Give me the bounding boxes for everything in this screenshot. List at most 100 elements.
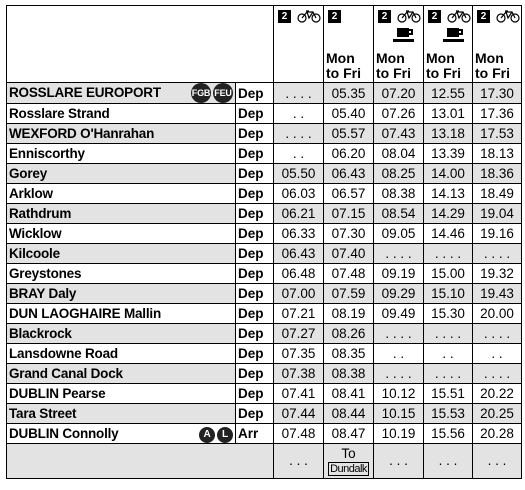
time-cell: 07.26: [373, 103, 424, 125]
dep-arr-cell: Dep: [235, 143, 274, 165]
time-cell: 06.48: [273, 263, 324, 285]
dep-arr-cell: Dep: [235, 383, 274, 405]
station-name-cell: ROSSLARE EUROPORT FGB FEU: [6, 81, 236, 105]
train-header: 2 Mon to Fri: [472, 5, 522, 83]
time-cell: 10.12: [373, 383, 424, 405]
dep-arr-cell: Dep: [235, 203, 274, 225]
station-name-cell: Gorey: [6, 163, 236, 185]
days-line-1: Mon: [475, 50, 504, 66]
station-name: Greystones: [9, 266, 82, 282]
time-cell: 07.20: [373, 81, 424, 105]
time-cell: 06.21: [273, 203, 324, 225]
footer-note-line-1: . . .: [438, 453, 458, 469]
time-cell: 07.59: [323, 283, 374, 305]
station-row: Greystones Dep 06.48 07.48 09.19 15.00 19.32: [6, 263, 522, 285]
station-name: Gorey: [9, 166, 48, 182]
time-cell: 07.15: [323, 203, 374, 225]
footer-note-line-1: . . .: [487, 453, 507, 469]
time-cell: 10.19: [373, 423, 424, 445]
time-cell: 13.39: [423, 143, 473, 165]
station-name-cell: Grand Canal Dock: [6, 363, 236, 385]
station-name: Tara Street: [9, 406, 77, 422]
time-cell: 09.49: [373, 303, 424, 325]
time-cell: . .: [373, 343, 424, 365]
time-cell: 18.49: [472, 183, 522, 205]
station-name-cell: Tara Street: [6, 403, 236, 425]
station-row: Enniscorthy Dep. . 06.20 08.04 13.39 18.13: [6, 143, 522, 165]
days-line-1: Mon: [376, 50, 405, 66]
train-header: 2: [273, 5, 324, 83]
station-name-cell: Greystones: [6, 263, 236, 285]
time-cell: 13.18: [423, 123, 473, 145]
station-row: Blackrock Dep 07.27 08.26. . . .. . . .. . …: [6, 323, 522, 345]
days-line-1: Mon: [326, 50, 355, 66]
class-badge: 2: [378, 10, 391, 23]
station-row: Grand Canal Dock Dep 07.38 08.38. . . .. . …: [6, 363, 522, 385]
train-header: 2 Mon to Fri: [423, 5, 473, 83]
time-cell: 08.54: [373, 203, 424, 225]
time-cell: 17.53: [472, 123, 522, 145]
time-cell: . .: [273, 103, 324, 125]
time-cell: . .: [423, 343, 473, 365]
time-cell: . . . .: [472, 363, 522, 385]
time-cell: 15.30: [423, 303, 473, 325]
station-row: Kilcoole Dep 06.43 07.40. . . .. . . .. . .…: [6, 243, 522, 265]
time-cell: 06.57: [323, 183, 374, 205]
bicycle-icon: [447, 9, 471, 28]
train-header: 2 Mon to Fri: [323, 5, 374, 83]
class-badge: 2: [428, 10, 441, 23]
bicycle-icon: [397, 9, 421, 28]
station-row: Arklow Dep 06.03 06.57 08.38 14.13 18.49: [6, 183, 522, 205]
footer-note-line-1: To: [341, 445, 356, 461]
time-cell: 20.22: [472, 383, 522, 405]
dep-arr-cell: Dep: [235, 243, 274, 265]
station-row: DUBLIN Pearse Dep 07.41 08.41 10.12 15.51 20.2…: [6, 383, 522, 405]
dep-arr-cell: Dep: [235, 343, 274, 365]
catering-icon: [443, 27, 465, 48]
days-of-operation: Mon to Fri: [326, 51, 361, 81]
station-row: Tara Street Dep 07.44 08.44 10.15 15.53 20.25: [6, 403, 522, 425]
destination-label: Dundalk: [328, 461, 369, 476]
station-row: WEXFORD O'Hanrahan Dep. . . . 05.57 07.43 13…: [6, 123, 522, 145]
time-cell: 18.36: [472, 163, 522, 185]
time-cell: 18.13: [472, 143, 522, 165]
time-cell: 15.51: [423, 383, 473, 405]
time-cell: 06.03: [273, 183, 324, 205]
footer-row: . . . To Dundalk . . . . . . . . .: [6, 443, 522, 480]
station-name: Kilcoole: [9, 246, 60, 262]
dep-arr-cell: Dep: [235, 363, 274, 385]
header-row: 2 2 Mon to Fri 2 Mon to Fri 2 Mon to Fri 2 Mon to Fr…: [6, 5, 522, 83]
station-name: Lansdowne Road: [9, 346, 118, 362]
connection-badge-icon: L: [217, 426, 233, 443]
time-cell: . . . .: [373, 363, 424, 385]
time-cell: . .: [273, 143, 324, 165]
time-cell: 08.44: [323, 403, 374, 425]
dep-arr-cell: Dep: [235, 103, 274, 125]
days-line-2: to Fri: [326, 65, 361, 81]
station-name-cell: Arklow: [6, 183, 236, 205]
time-cell: 20.00: [472, 303, 522, 325]
time-cell: 07.43: [373, 123, 424, 145]
station-name: WEXFORD O'Hanrahan: [9, 126, 155, 142]
time-cell: 07.35: [273, 343, 324, 365]
station-name-cell: DUN LAOGHAIRE Mallin: [6, 303, 236, 325]
time-cell: 07.38: [273, 363, 324, 385]
station-name: Arklow: [9, 186, 53, 202]
dep-arr-cell: Dep: [235, 263, 274, 285]
footer-note-cell: To Dundalk: [323, 443, 374, 480]
time-cell: 08.47: [323, 423, 374, 445]
station-name-cell: Lansdowne Road: [6, 343, 236, 365]
time-cell: 06.33: [273, 223, 324, 245]
time-cell: 06.43: [273, 243, 324, 265]
station-name-cell: Rosslare Strand: [6, 103, 236, 125]
time-cell: . . . .: [273, 81, 324, 105]
station-name-cell: WEXFORD O'Hanrahan: [6, 123, 236, 145]
station-name-cell: Wicklow: [6, 223, 236, 245]
footer-note-cell: . . .: [423, 443, 473, 480]
footer-note-cell: . . .: [472, 443, 522, 480]
time-cell: 17.36: [472, 103, 522, 125]
class-badge: 2: [477, 10, 490, 23]
footer-note-cell: . . .: [373, 443, 424, 480]
station-name: Grand Canal Dock: [9, 366, 123, 382]
dep-arr-cell: Dep: [235, 403, 274, 425]
